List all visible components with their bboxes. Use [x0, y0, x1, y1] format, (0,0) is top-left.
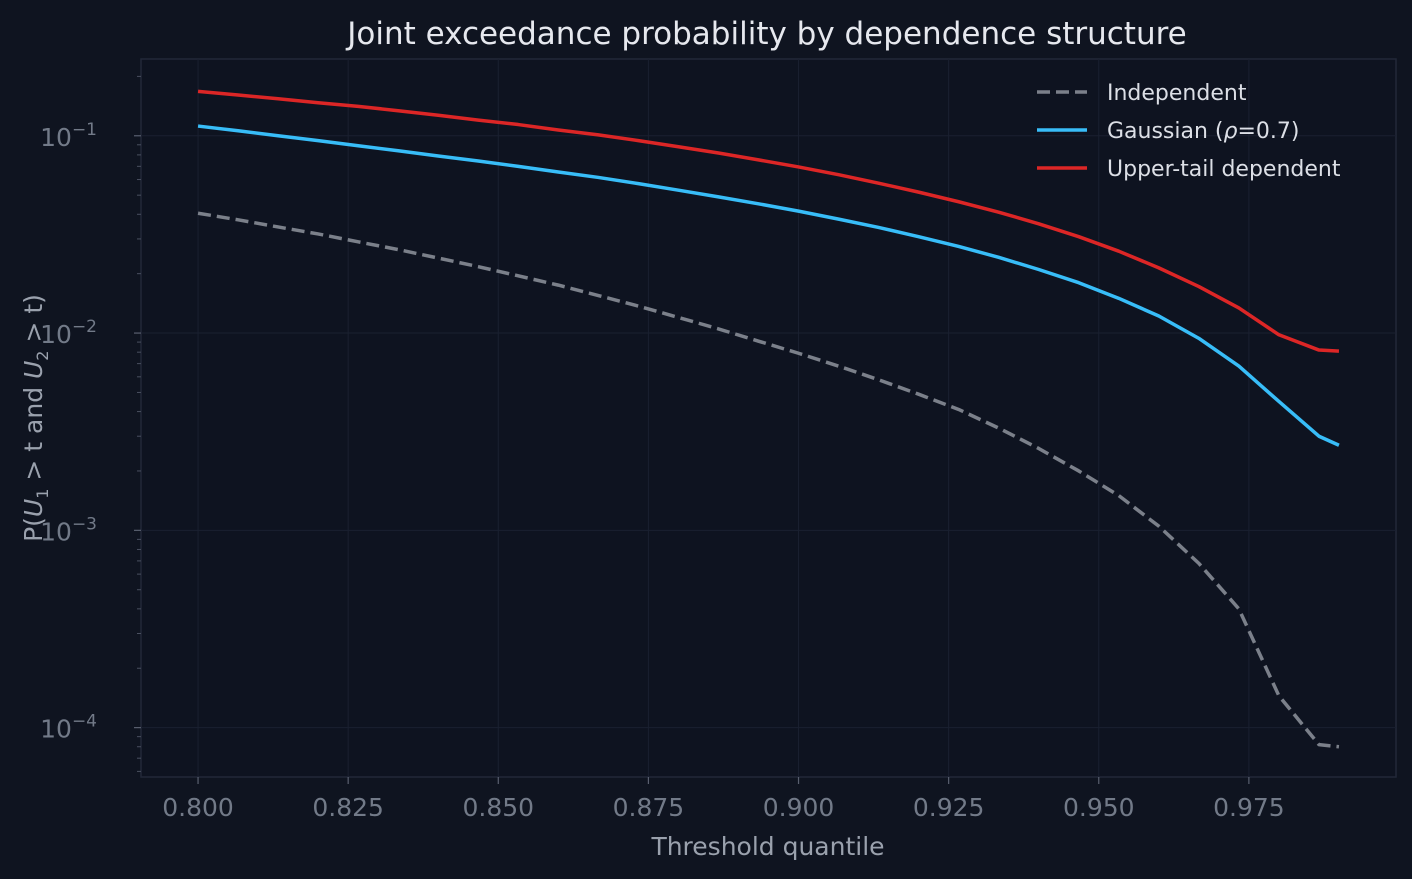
x-tick-label: 0.900 — [763, 793, 835, 822]
legend-label-independent: Independent — [1107, 81, 1247, 106]
series-gaussian — [197, 124, 1340, 447]
y-tick-label: 10−4 — [40, 712, 97, 744]
y-tick-label: 10−1 — [40, 120, 97, 152]
plot-area — [140, 58, 1397, 778]
series-upper-tail — [197, 89, 1340, 353]
legend-label-gaussian: Gaussian (ρ=0.7) — [1107, 119, 1300, 144]
axis-ticks: 0.800 0.825 0.850 0.875 0.900 0.925 0.950 0.975… — [40, 75, 1285, 822]
chart-title: Joint exceedance probability by dependen… — [345, 16, 1187, 52]
x-axis-label: Threshold quantile — [650, 832, 884, 861]
x-tick-label: 0.800 — [162, 793, 234, 822]
x-tick-label: 0.975 — [1213, 793, 1285, 822]
x-tick-label: 0.875 — [613, 793, 685, 822]
y-tick-label: 10−2 — [40, 317, 97, 349]
legend-label-upper-tail: Upper-tail dependent — [1107, 157, 1341, 182]
legend: Independent Gaussian (ρ=0.7) Upper-tail … — [1037, 81, 1341, 182]
x-tick-label: 0.825 — [312, 793, 384, 822]
x-tick-label: 0.850 — [462, 793, 534, 822]
series-lines — [197, 89, 1340, 749]
y-axis-label: P(U1 > t and U2 > t) — [19, 294, 52, 542]
x-tick-label: 0.925 — [913, 793, 985, 822]
series-independent — [197, 211, 1340, 749]
x-tick-label: 0.950 — [1063, 793, 1135, 822]
y-tick-label: 10−3 — [40, 514, 97, 546]
